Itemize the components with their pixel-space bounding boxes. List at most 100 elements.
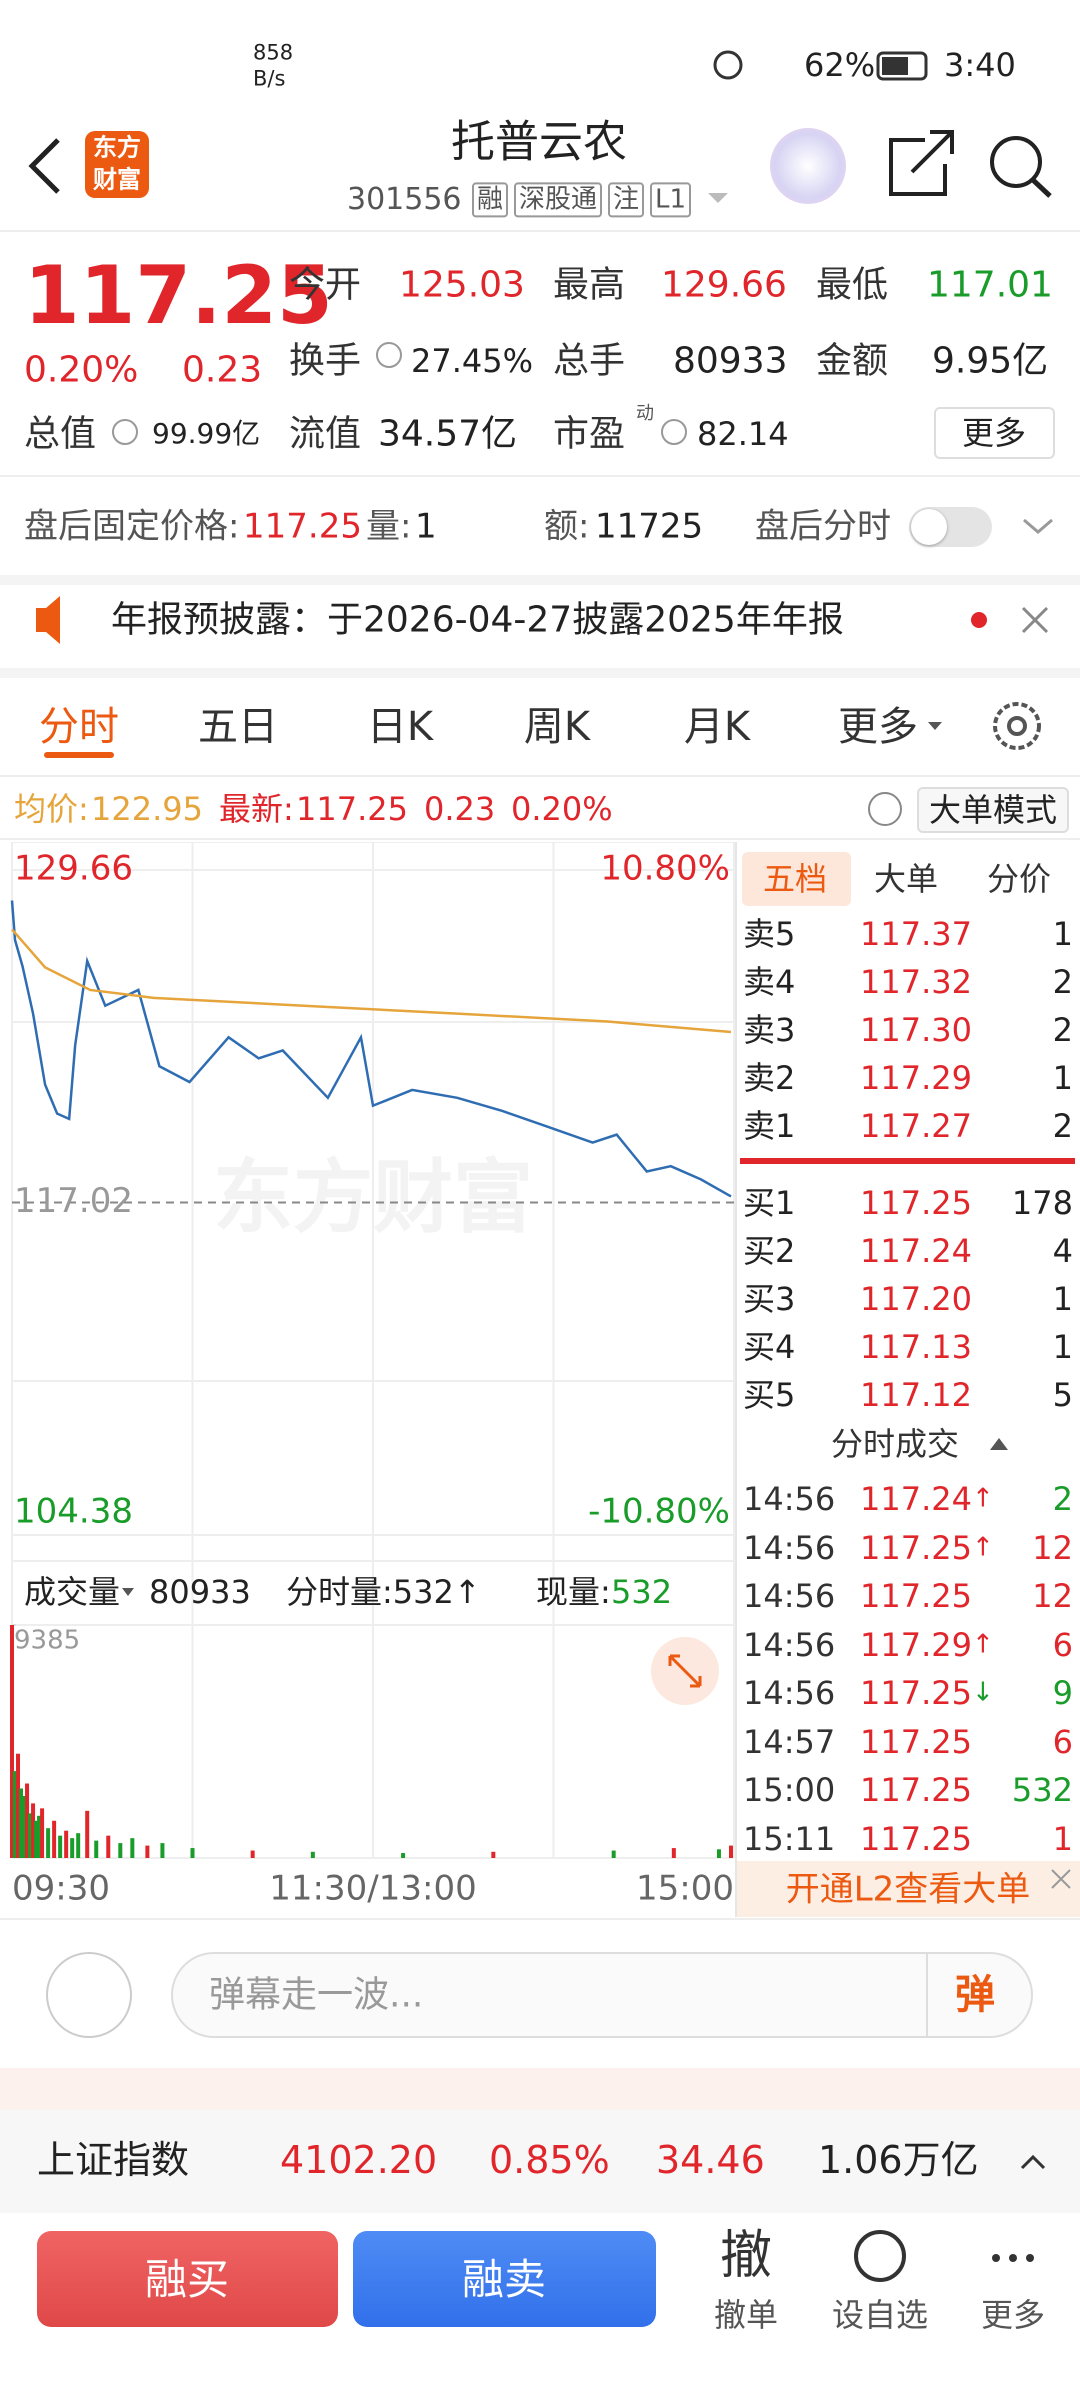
search-icon[interactable] <box>990 136 1042 188</box>
comment-input[interactable] <box>171 1952 1033 2038</box>
volume-bar <box>310 1851 315 1858</box>
volume-bar <box>34 1820 39 1858</box>
index-expand-icon[interactable] <box>1020 2154 1046 2170</box>
y-tick-label: 117.02 <box>14 1181 133 1221</box>
price-info-mode-button[interactable]: 大单模式 <box>928 790 1058 829</box>
panel-divider <box>735 842 737 1917</box>
order-book-tabs[interactable]: 分价 <box>986 859 1052 898</box>
order-book-bids-label: 买2 <box>743 1231 796 1270</box>
volume-bar <box>401 1853 406 1858</box>
mode-button-frame[interactable] <box>917 787 1069 833</box>
tabs[interactable]: 周K <box>523 704 591 750</box>
volume-bar <box>118 1843 123 1858</box>
trades-rows-volume: 9 <box>1052 1673 1073 1712</box>
index-bar-change-pct: 0.85% <box>489 2138 610 2183</box>
sell-button[interactable] <box>353 2231 656 2327</box>
tabs[interactable]: 五日 <box>198 704 278 750</box>
trades-rows-arrow: ↓ <box>972 1677 994 1708</box>
order-book-asks-volume: 2 <box>1052 962 1073 1001</box>
trades-rows-volume: 1 <box>1052 1819 1073 1858</box>
quote-fields-label: 流值 <box>289 413 362 455</box>
order-book-bids-price: 117.24 <box>860 1231 972 1270</box>
index-bar-bg[interactable] <box>0 2110 1080 2213</box>
trades-rows-time: 14:56 <box>743 1576 836 1615</box>
bottom-bar-sell[interactable]: 融卖 <box>461 2254 547 2304</box>
trades-rows-volume: 2 <box>1052 1479 1073 1518</box>
trades-rows-arrow: ↑ <box>972 1531 994 1562</box>
trades-rows-time: 14:57 <box>743 1722 836 1761</box>
more-icon[interactable] <box>992 2254 1000 2262</box>
tabs[interactable]: 更多 <box>838 704 918 750</box>
watch-icon[interactable] <box>854 2230 906 2282</box>
tabs[interactable]: 日K <box>366 704 434 750</box>
tabs[interactable]: 分时 <box>39 704 119 750</box>
speaker-icon <box>36 596 60 644</box>
quote-fields-label: 最高 <box>553 264 626 306</box>
header-logo-line2: 财富 <box>93 165 141 194</box>
volume-bar <box>64 1830 69 1858</box>
order-book-asks-label: 卖4 <box>743 962 796 1001</box>
l2-banner-bg[interactable] <box>737 1861 1080 1917</box>
l2-banner[interactable]: 开通L2查看大单 <box>785 1869 1031 1910</box>
bottom-bar-cancel[interactable]: 撤单 <box>713 2295 779 2334</box>
order-book-bids-label: 买4 <box>743 1327 796 1366</box>
share-icon[interactable] <box>889 130 954 196</box>
logo-box <box>85 131 149 198</box>
trades-rows-volume: 6 <box>1052 1625 1073 1664</box>
volume-menu-caret <box>122 1588 134 1596</box>
quote-fields-label: 最低 <box>816 264 889 306</box>
order-book-bids-price: 117.20 <box>860 1279 972 1318</box>
trades-rows-volume: 6 <box>1052 1722 1073 1761</box>
order-book-bids-volume: 1 <box>1052 1327 1073 1366</box>
buy-button[interactable] <box>37 2231 338 2327</box>
order-book-tabs[interactable]: 五档 <box>762 859 828 898</box>
order-book-asks-volume: 1 <box>1052 1058 1073 1097</box>
header-tags: 注 <box>608 182 645 218</box>
volume-bar <box>190 1848 195 1858</box>
quote-fields-value: 99.99亿 <box>152 417 261 451</box>
more-button-frame[interactable] <box>934 407 1055 459</box>
order-book-tabs[interactable]: 大单 <box>873 859 939 898</box>
comment-icon[interactable] <box>46 1952 132 2038</box>
close-icon[interactable] <box>1021 606 1049 634</box>
volume-bar <box>716 1849 721 1858</box>
quote-price: 117.25 <box>24 249 333 342</box>
volume-header-label[interactable]: 成交量 <box>24 1572 121 1611</box>
tabs[interactable]: 月K <box>683 704 751 750</box>
status-bar-time: 3:40 <box>944 45 1016 84</box>
y-tick-label: 104.38 <box>14 1492 133 1532</box>
tag-menu-icon[interactable] <box>708 193 728 203</box>
comment-send[interactable]: 弹 <box>955 1972 995 2018</box>
trades-rows-price: 117.25 <box>860 1576 972 1615</box>
bottom-bar-buy[interactable]: 融买 <box>144 2254 230 2304</box>
volume-bar <box>10 1625 14 1858</box>
info-icon <box>112 419 138 445</box>
price-info-change: 0.23 <box>424 789 496 828</box>
settings-icon[interactable] <box>993 702 1041 750</box>
volume-bar <box>671 1848 676 1858</box>
price-info-avg: 122.95 <box>91 789 203 828</box>
orderbook-tab-active[interactable] <box>742 852 851 906</box>
price-line <box>10 900 732 1198</box>
volume-bar <box>37 1815 42 1858</box>
bottom-bar-more[interactable]: 更多 <box>980 2295 1046 2334</box>
avatar[interactable] <box>770 128 846 204</box>
help-icon[interactable] <box>868 792 902 826</box>
bottom-bar-watch[interactable]: 设自选 <box>831 2295 929 2334</box>
order-book-bids-label: 买3 <box>743 1279 796 1318</box>
l2-close[interactable] <box>1051 1869 1071 1889</box>
volume-header-tick-volume: 分时量:532↑ <box>286 1572 481 1611</box>
after-hours-amount-label: 额: <box>544 506 590 547</box>
trades-rows-price: 117.25 <box>860 1819 972 1858</box>
quote-more[interactable]: 更多 <box>961 413 1027 452</box>
volume-bar <box>16 1753 21 1858</box>
chevron-icon[interactable] <box>1023 518 1053 534</box>
back-icon[interactable] <box>28 138 60 194</box>
volume-bar <box>22 1795 27 1858</box>
bottom-bar-cancel-icon[interactable]: 撤 <box>719 2225 773 2286</box>
volume-bar <box>76 1833 81 1858</box>
search-icon <box>1031 178 1052 198</box>
price-info-avg-label: 均价: <box>14 789 89 828</box>
order-book-bids-volume: 4 <box>1052 1231 1073 1270</box>
